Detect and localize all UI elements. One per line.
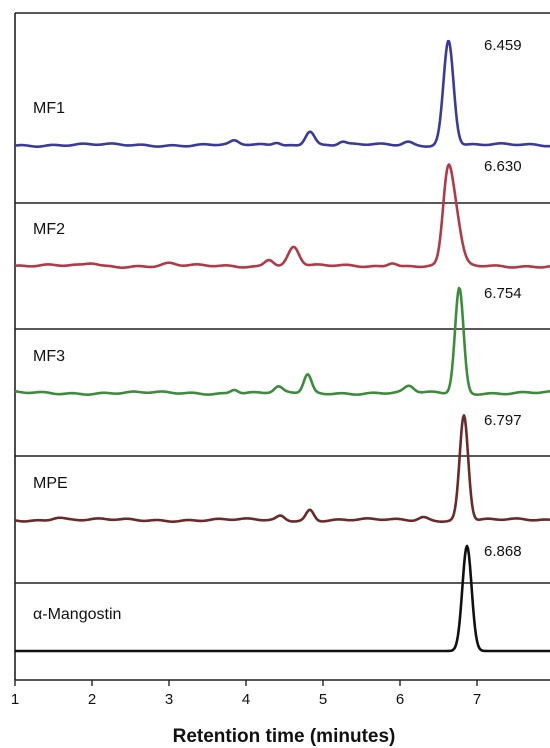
x-tick-label: 2	[88, 691, 96, 708]
x-tick-label: 7	[473, 691, 481, 708]
labels-layer: MF1 6.459 MF2 6.630 MF3 6.754 MPE 6.797 α-Mangos…	[33, 37, 522, 623]
trace-3	[14, 286, 550, 396]
x-tick-label: 3	[165, 691, 173, 708]
series-label: MF2	[33, 221, 65, 238]
trace-4	[14, 414, 550, 523]
peak-time-label: 6.459	[484, 37, 522, 54]
x-axis: 1 2 3 4 5 6 7	[11, 680, 481, 708]
peak-time-label: 6.797	[484, 412, 522, 429]
series-label: MPE	[33, 475, 68, 492]
traces-layer	[14, 39, 550, 653]
series-label: α-Mangostin	[33, 606, 121, 623]
peak-time-label: 6.868	[484, 543, 522, 560]
trace-5	[14, 544, 550, 653]
series-label: MF1	[33, 100, 65, 117]
x-tick-label: 1	[11, 691, 19, 708]
trace-2	[14, 163, 550, 269]
x-tick-label: 5	[319, 691, 327, 708]
x-tick-label: 4	[242, 691, 250, 708]
peak-time-label: 6.754	[484, 285, 522, 302]
trace-1	[14, 39, 550, 148]
x-tick-label: 6	[396, 691, 404, 708]
plot-frame	[14, 12, 550, 681]
x-axis-title: Retention time (minutes)	[173, 726, 396, 747]
peak-time-label: 6.630	[484, 158, 522, 175]
series-label: MF3	[33, 348, 65, 365]
